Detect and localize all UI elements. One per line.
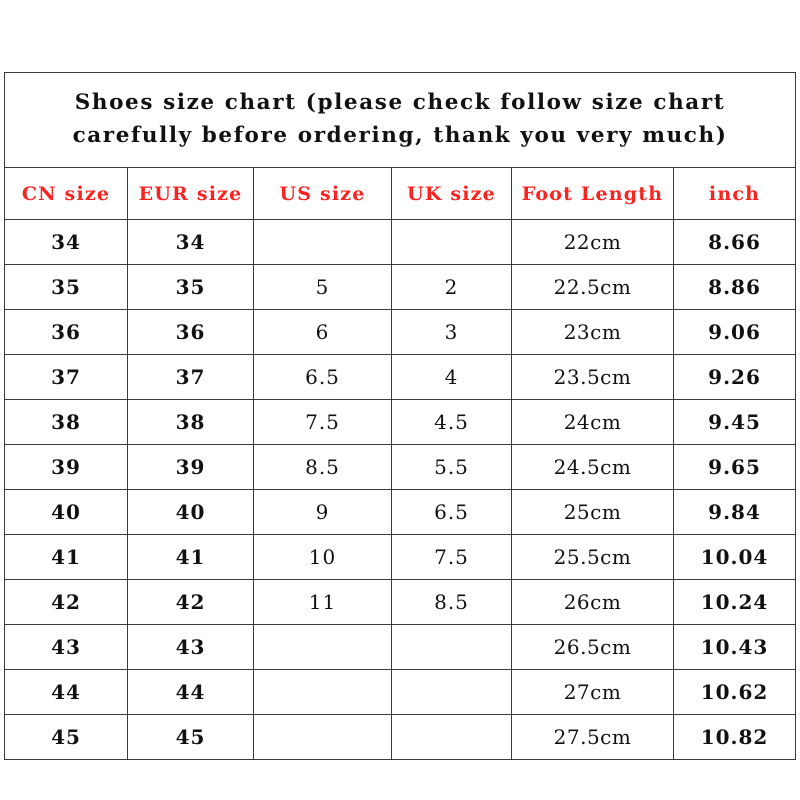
cell-us-size: 10 (253, 534, 392, 580)
cell-foot-length: 26.5cm (511, 624, 674, 670)
cell-foot-length: 27.5cm (511, 714, 674, 760)
cell-us-size: 6.5 (253, 354, 392, 400)
cell-inch: 10.62 (672, 669, 797, 715)
cell-eur-size: 41 (127, 534, 254, 580)
cell-us-size: 9 (253, 489, 392, 535)
cell-inch: 10.24 (672, 579, 797, 625)
cell-uk-size: 7.5 (391, 534, 512, 580)
cell-cn-size: 40 (4, 489, 128, 535)
cell-eur-size: 37 (127, 354, 254, 400)
cell-us-size: 6 (253, 309, 392, 355)
cell-uk-size: 6.5 (391, 489, 512, 535)
cell-uk-size (391, 219, 512, 265)
cell-inch: 9.45 (672, 399, 797, 445)
cell-cn-size: 44 (4, 669, 128, 715)
cell-cn-size: 37 (4, 354, 128, 400)
cell-us-size: 11 (253, 579, 392, 625)
cell-eur-size: 39 (127, 444, 254, 490)
cell-us-size: 5 (253, 264, 392, 310)
cell-inch: 9.84 (672, 489, 797, 535)
cell-foot-length: 25.5cm (511, 534, 674, 580)
table-row: 41 41 10 7.5 25.5cm 10.04 (4, 534, 797, 580)
column-header-foot-length: Foot Length (511, 167, 674, 220)
cell-foot-length: 22.5cm (511, 264, 674, 310)
cell-cn-size: 34 (4, 219, 128, 265)
cell-inch: 10.82 (672, 714, 797, 760)
cell-foot-length: 24.5cm (511, 444, 674, 490)
column-header-cn-size: CN size (4, 167, 128, 220)
chart-title: Shoes size chart (please check follow si… (3, 72, 797, 168)
shoes-size-chart-table: Shoes size chart (please check follow si… (3, 72, 797, 760)
cell-inch: 9.26 (672, 354, 797, 400)
title-row: Shoes size chart (please check follow si… (3, 72, 797, 168)
cell-foot-length: 25cm (511, 489, 674, 535)
cell-inch: 8.86 (672, 264, 797, 310)
cell-uk-size: 2 (391, 264, 512, 310)
table-row: 44 44 27cm 10.62 (4, 669, 797, 715)
cell-cn-size: 42 (4, 579, 128, 625)
cell-foot-length: 24cm (511, 399, 674, 445)
cell-cn-size: 45 (4, 714, 128, 760)
cell-eur-size: 40 (127, 489, 254, 535)
cell-foot-length: 23cm (511, 309, 674, 355)
cell-uk-size (391, 624, 512, 670)
cell-eur-size: 34 (127, 219, 254, 265)
cell-foot-length: 27cm (511, 669, 674, 715)
table-row: 42 42 11 8.5 26cm 10.24 (4, 579, 797, 625)
cell-uk-size: 4 (391, 354, 512, 400)
table-row: 34 34 22cm 8.66 (4, 219, 797, 265)
cell-cn-size: 41 (4, 534, 128, 580)
cell-us-size (253, 714, 392, 760)
cell-uk-size: 8.5 (391, 579, 512, 625)
cell-us-size: 7.5 (253, 399, 392, 445)
cell-us-size (253, 669, 392, 715)
table-row: 40 40 9 6.5 25cm 9.84 (4, 489, 797, 535)
cell-us-size: 8.5 (253, 444, 392, 490)
cell-us-size (253, 219, 392, 265)
cell-eur-size: 45 (127, 714, 254, 760)
cell-eur-size: 35 (127, 264, 254, 310)
column-header-us-size: US size (253, 167, 392, 220)
cell-uk-size: 3 (391, 309, 512, 355)
cell-us-size (253, 624, 392, 670)
table-row: 39 39 8.5 5.5 24.5cm 9.65 (4, 444, 797, 490)
cell-eur-size: 44 (127, 669, 254, 715)
cell-inch: 8.66 (672, 219, 797, 265)
cell-foot-length: 23.5cm (511, 354, 674, 400)
cell-uk-size (391, 714, 512, 760)
cell-uk-size: 4.5 (391, 399, 512, 445)
column-header-inch: inch (672, 167, 797, 220)
column-header-uk-size: UK size (391, 167, 512, 220)
cell-eur-size: 36 (127, 309, 254, 355)
cell-inch: 10.43 (672, 624, 797, 670)
cell-foot-length: 26cm (511, 579, 674, 625)
cell-uk-size: 5.5 (391, 444, 512, 490)
table-row: 36 36 6 3 23cm 9.06 (4, 309, 797, 355)
cell-cn-size: 43 (4, 624, 128, 670)
cell-cn-size: 38 (4, 399, 128, 445)
table-row: 38 38 7.5 4.5 24cm 9.45 (4, 399, 797, 445)
header-row: CN size EUR size US size UK size Foot Le… (4, 167, 797, 220)
cell-inch: 9.06 (672, 309, 797, 355)
cell-foot-length: 22cm (511, 219, 674, 265)
cell-uk-size (391, 669, 512, 715)
cell-inch: 9.65 (672, 444, 797, 490)
cell-eur-size: 42 (127, 579, 254, 625)
table-row: 37 37 6.5 4 23.5cm 9.26 (4, 354, 797, 400)
table-body: Shoes size chart (please check follow si… (3, 72, 797, 760)
cell-eur-size: 38 (127, 399, 254, 445)
cell-inch: 10.04 (672, 534, 797, 580)
table-row: 43 43 26.5cm 10.43 (4, 624, 797, 670)
cell-cn-size: 35 (4, 264, 128, 310)
column-header-eur-size: EUR size (127, 167, 254, 220)
table-row: 45 45 27.5cm 10.82 (4, 714, 797, 760)
table-row: 35 35 5 2 22.5cm 8.86 (4, 264, 797, 310)
cell-cn-size: 36 (4, 309, 128, 355)
cell-cn-size: 39 (4, 444, 128, 490)
cell-eur-size: 43 (127, 624, 254, 670)
